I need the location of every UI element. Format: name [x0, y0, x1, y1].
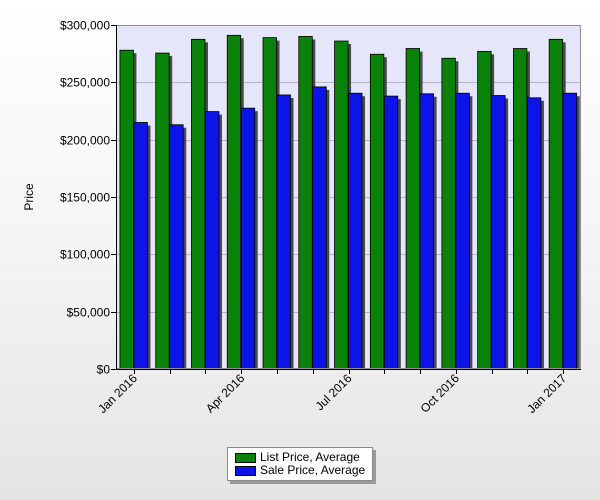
bar-list-price-0 [119, 49, 134, 370]
x-tick-label: Jan 2016 [95, 371, 140, 416]
bar-list-price-8 [405, 48, 420, 370]
x-tick-label: Oct 2016 [418, 371, 463, 416]
bar-sale-price-2 [205, 111, 220, 370]
bar-list-price-5 [298, 36, 313, 370]
bar-sale-price-10 [491, 95, 506, 370]
bar-sale-price-4 [276, 94, 291, 370]
bar-list-price-7 [369, 53, 385, 370]
bar-sale-price-0 [133, 122, 148, 370]
bar-sale-price-3 [240, 107, 256, 370]
x-tick-label: Jan 2017 [524, 371, 569, 416]
y-tick-label: $50,000 [67, 306, 111, 320]
bar-list-price-10 [477, 50, 492, 370]
y-tick-label: $300,000 [60, 19, 110, 33]
bar-sale-price-1 [169, 124, 184, 370]
y-tick-label: $100,000 [60, 248, 110, 262]
bar-list-price-4 [262, 37, 277, 370]
legend: List Price, Average Sale Price, Average [227, 447, 373, 481]
y-tick-label: $150,000 [60, 191, 110, 205]
bar-list-price-3 [226, 34, 242, 370]
bar-sale-price-6 [348, 92, 363, 370]
legend-label-sale-price: Sale Price, Average [260, 463, 366, 477]
x-tick-label: Jul 2016 [313, 371, 355, 413]
bar-sale-price-8 [419, 93, 434, 370]
x-tick-label: Apr 2016 [203, 371, 248, 416]
bar-list-price-12 [548, 38, 564, 370]
bar-list-price-1 [155, 52, 170, 370]
y-axis-label: Price [22, 183, 36, 211]
y-tick-label: $0 [97, 363, 111, 377]
bar-sale-price-9 [455, 92, 470, 370]
bar-sale-price-11 [526, 97, 542, 370]
bar-list-price-6 [334, 40, 349, 370]
bar-list-price-9 [441, 57, 456, 370]
legend-swatch-sale-price [235, 465, 256, 476]
legend-item-sale-price: Sale Price, Average [235, 464, 372, 477]
bar-list-price-11 [512, 48, 528, 370]
bar-sale-price-7 [383, 95, 399, 370]
bar-list-price-2 [191, 38, 206, 370]
legend-item-list-price: List Price, Average [235, 451, 372, 464]
bar-sale-price-5 [312, 86, 327, 370]
legend-swatch-list-price [235, 452, 256, 463]
bar-sale-price-12 [562, 92, 578, 370]
y-tick-label: $200,000 [60, 134, 110, 148]
y-tick-label: $250,000 [60, 76, 110, 90]
legend-label-list-price: List Price, Average [260, 450, 360, 464]
